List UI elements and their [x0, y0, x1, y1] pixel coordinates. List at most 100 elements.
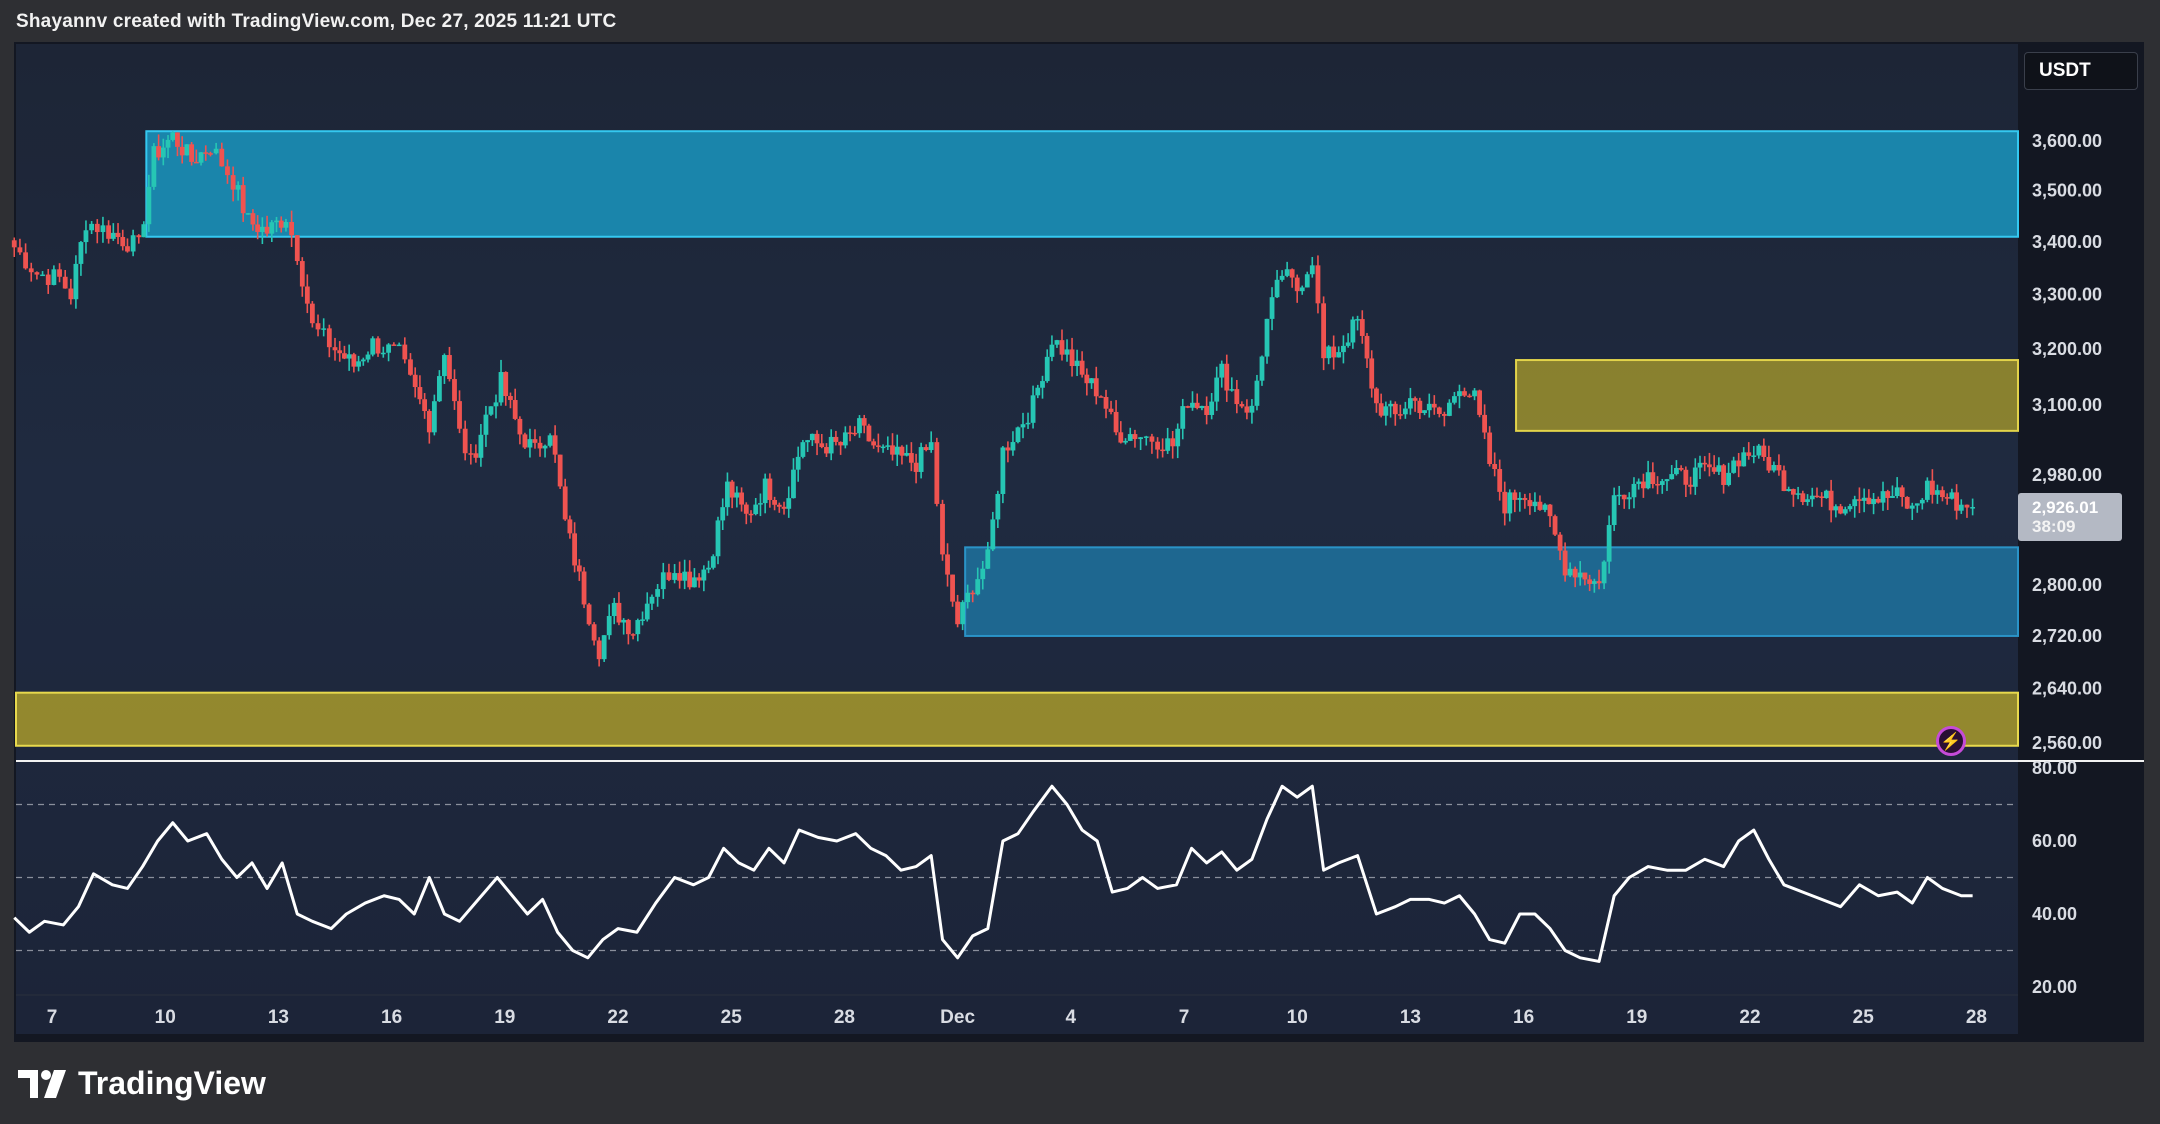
candle-body: [532, 439, 538, 443]
candle-body: [990, 519, 996, 550]
candle-body: [1707, 464, 1712, 468]
candle-body: [682, 571, 688, 581]
candle-body: [1861, 497, 1867, 501]
candle-body: [442, 355, 447, 377]
candle-body: [408, 359, 413, 375]
candle-body: [1532, 501, 1538, 507]
candle-body: [57, 269, 62, 277]
lightning-bolt-icon[interactable]: ⚡: [1936, 726, 1966, 756]
candle-body: [1138, 437, 1144, 440]
logo-text: TradingView: [78, 1065, 266, 1101]
candle-body: [739, 492, 744, 505]
zone-supply: [145, 130, 2019, 238]
candle-body: [606, 616, 612, 636]
candle-body: [40, 274, 45, 277]
candle-body: [294, 235, 300, 262]
candle-body: [1359, 319, 1365, 336]
candle-body: [1497, 469, 1503, 492]
candle-body: [230, 175, 236, 190]
candle-body: [1776, 464, 1782, 471]
zone-demand: [964, 546, 2020, 637]
candle-body: [78, 242, 84, 264]
candle-body: [885, 445, 891, 447]
candle-body: [995, 493, 1001, 520]
candle-body: [537, 442, 543, 449]
time-axis-label: 19: [494, 1007, 515, 1028]
candle-body: [1631, 483, 1637, 498]
time-axis-label: 22: [607, 1007, 628, 1028]
candle-body: [677, 573, 683, 581]
candle-body: [289, 222, 295, 236]
candle-body: [918, 447, 924, 472]
candle-body: [1180, 406, 1186, 429]
time-axis-label: 7: [1179, 1007, 1190, 1028]
candle-body: [1326, 346, 1332, 359]
candle-body: [1274, 279, 1280, 298]
candle-body: [1557, 534, 1563, 551]
candle-body: [198, 152, 204, 163]
candle-body: [965, 592, 971, 603]
candle-body: [1170, 438, 1176, 447]
candle-body: [370, 338, 376, 355]
candle-body: [1909, 505, 1915, 509]
candle-body: [1264, 318, 1270, 357]
candle-body: [337, 350, 343, 354]
candle-body: [473, 453, 479, 458]
time-axis-label: 7: [47, 1007, 58, 1028]
candle-body: [1127, 434, 1133, 441]
candle-body: [1000, 447, 1006, 494]
time-axis-label: 10: [1287, 1007, 1308, 1028]
candle-body: [1431, 403, 1437, 408]
candle-body: [417, 387, 423, 400]
candle-body: [245, 213, 251, 215]
candle-body: [1069, 349, 1075, 367]
candle-body: [552, 435, 558, 455]
candle-body: [351, 354, 357, 367]
candle-body: [1935, 490, 1940, 495]
candle-body: [1954, 492, 1959, 511]
candle-body: [304, 286, 310, 304]
candle-body: [1596, 581, 1602, 584]
candle-body: [1321, 303, 1327, 359]
candle-body: [1422, 410, 1427, 414]
candle-body: [1269, 297, 1275, 319]
candle-body: [1441, 413, 1447, 416]
candle-body: [1527, 500, 1533, 507]
candle-body: [1304, 274, 1310, 288]
candle-body: [1392, 403, 1398, 415]
candle-body: [960, 602, 966, 625]
candle-body: [814, 433, 820, 444]
tradingview-logo[interactable]: TradingView: [16, 1065, 266, 1102]
candle-body: [493, 402, 499, 407]
candle-body: [1010, 442, 1016, 451]
candle-body: [635, 620, 641, 635]
candle-body: [225, 166, 230, 176]
candle-body: [1194, 402, 1200, 409]
candle-body: [1074, 360, 1080, 367]
candle-body: [542, 445, 548, 449]
price-axis-label: 3,200.00: [2032, 339, 2102, 359]
candle-body: [980, 568, 986, 580]
candle-body: [805, 440, 811, 443]
rsi-line: [13, 784, 1973, 963]
currency-badge[interactable]: USDT: [2024, 52, 2138, 90]
candle-body: [208, 153, 213, 155]
candle-body: [1940, 490, 1945, 498]
time-axis-label: 13: [268, 1007, 289, 1028]
candle-body: [985, 549, 991, 569]
candle-body: [1457, 391, 1462, 397]
candle-body: [871, 441, 877, 446]
candle-body: [326, 328, 332, 348]
candle-body: [156, 146, 161, 158]
time-axis-label: 16: [1513, 1007, 1534, 1028]
candle-body: [110, 232, 116, 239]
candle-body: [468, 453, 474, 455]
time-axis-label: Dec: [940, 1007, 975, 1028]
candle-body: [165, 139, 171, 148]
candle-body: [1512, 492, 1518, 500]
candle-body: [1204, 405, 1210, 415]
candle-body: [640, 619, 645, 621]
candle-body: [696, 577, 702, 581]
candle-body: [621, 619, 627, 623]
